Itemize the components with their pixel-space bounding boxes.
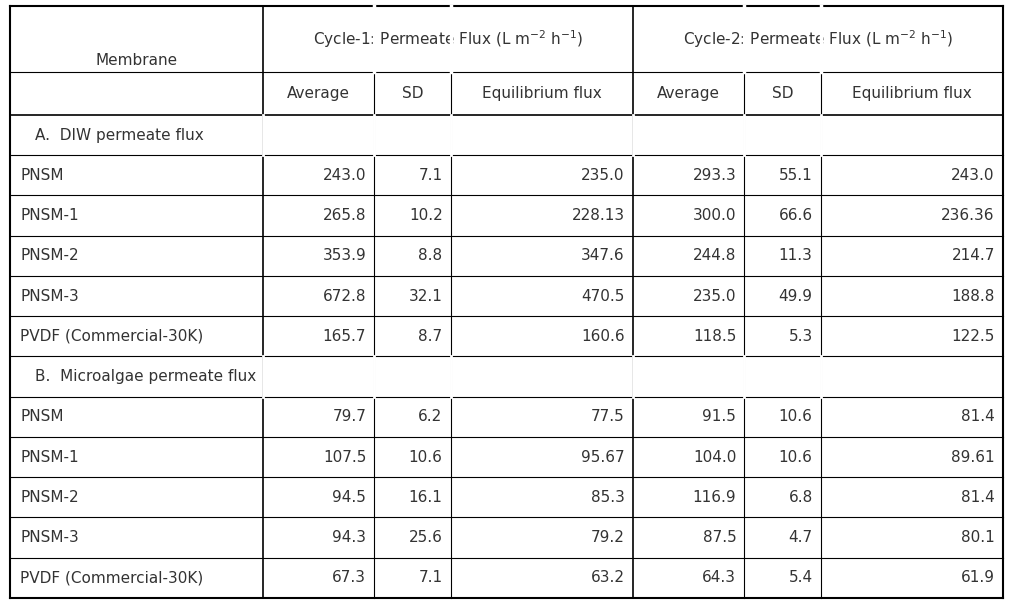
Text: 116.9: 116.9 bbox=[693, 490, 736, 505]
Text: PNSM-2: PNSM-2 bbox=[20, 490, 79, 505]
Text: 16.1: 16.1 bbox=[408, 490, 443, 505]
Text: Cycle-1: Permeate Flux (L m$^{-2}$ h$^{-1}$): Cycle-1: Permeate Flux (L m$^{-2}$ h$^{-… bbox=[313, 28, 582, 50]
Text: 8.7: 8.7 bbox=[418, 329, 443, 344]
Text: Equilibrium flux: Equilibrium flux bbox=[482, 86, 602, 101]
Text: 77.5: 77.5 bbox=[591, 410, 625, 425]
Text: 122.5: 122.5 bbox=[951, 329, 995, 344]
Text: 85.3: 85.3 bbox=[591, 490, 625, 505]
Text: PNSM-3: PNSM-3 bbox=[20, 289, 79, 304]
Text: 81.4: 81.4 bbox=[961, 490, 995, 505]
Text: 4.7: 4.7 bbox=[788, 530, 812, 545]
Text: 160.6: 160.6 bbox=[581, 329, 625, 344]
Text: PNSM-1: PNSM-1 bbox=[20, 208, 79, 223]
Text: 25.6: 25.6 bbox=[408, 530, 443, 545]
Text: 470.5: 470.5 bbox=[581, 289, 625, 304]
Text: 7.1: 7.1 bbox=[418, 168, 443, 183]
Text: 235.0: 235.0 bbox=[581, 168, 625, 183]
Text: 165.7: 165.7 bbox=[323, 329, 367, 344]
Text: 6.8: 6.8 bbox=[788, 490, 812, 505]
Text: 49.9: 49.9 bbox=[779, 289, 812, 304]
Text: 7.1: 7.1 bbox=[418, 570, 443, 585]
Text: 63.2: 63.2 bbox=[591, 570, 625, 585]
Text: 8.8: 8.8 bbox=[418, 248, 443, 263]
Text: 95.67: 95.67 bbox=[581, 449, 625, 464]
Text: 64.3: 64.3 bbox=[702, 570, 736, 585]
Text: PNSM-2: PNSM-2 bbox=[20, 248, 79, 263]
Text: 11.3: 11.3 bbox=[779, 248, 812, 263]
Text: 67.3: 67.3 bbox=[332, 570, 367, 585]
Text: Equilibrium flux: Equilibrium flux bbox=[852, 86, 971, 101]
Text: 80.1: 80.1 bbox=[961, 530, 995, 545]
Text: Cycle-2: Permeate Flux (L m$^{-2}$ h$^{-1}$): Cycle-2: Permeate Flux (L m$^{-2}$ h$^{-… bbox=[683, 28, 953, 50]
Text: 79.2: 79.2 bbox=[591, 530, 625, 545]
Text: PNSM-1: PNSM-1 bbox=[20, 449, 79, 464]
Text: 300.0: 300.0 bbox=[693, 208, 736, 223]
Text: PNSM: PNSM bbox=[20, 168, 64, 183]
Text: 32.1: 32.1 bbox=[408, 289, 443, 304]
Text: 55.1: 55.1 bbox=[779, 168, 812, 183]
Text: 188.8: 188.8 bbox=[951, 289, 995, 304]
Text: 107.5: 107.5 bbox=[323, 449, 367, 464]
Text: 243.0: 243.0 bbox=[951, 168, 995, 183]
Text: 236.36: 236.36 bbox=[941, 208, 995, 223]
Text: 81.4: 81.4 bbox=[961, 410, 995, 425]
Text: 5.3: 5.3 bbox=[788, 329, 812, 344]
Text: PVDF (Commercial-30K): PVDF (Commercial-30K) bbox=[20, 329, 204, 344]
Text: 10.2: 10.2 bbox=[409, 208, 443, 223]
Text: 214.7: 214.7 bbox=[951, 248, 995, 263]
Text: 293.3: 293.3 bbox=[693, 168, 736, 183]
Text: 87.5: 87.5 bbox=[703, 530, 736, 545]
Text: PNSM: PNSM bbox=[20, 410, 64, 425]
Text: 94.3: 94.3 bbox=[332, 530, 367, 545]
Text: PVDF (Commercial-30K): PVDF (Commercial-30K) bbox=[20, 570, 204, 585]
Text: 91.5: 91.5 bbox=[702, 410, 736, 425]
Text: 672.8: 672.8 bbox=[323, 289, 367, 304]
Text: SD: SD bbox=[772, 86, 793, 101]
Text: Membrane: Membrane bbox=[95, 53, 177, 68]
Text: 228.13: 228.13 bbox=[571, 208, 625, 223]
Text: 243.0: 243.0 bbox=[323, 168, 367, 183]
Text: Average: Average bbox=[287, 86, 350, 101]
Text: 235.0: 235.0 bbox=[693, 289, 736, 304]
Text: A.  DIW permeate flux: A. DIW permeate flux bbox=[35, 127, 205, 143]
Text: 347.6: 347.6 bbox=[581, 248, 625, 263]
Text: 89.61: 89.61 bbox=[951, 449, 995, 464]
Text: Average: Average bbox=[657, 86, 720, 101]
Text: 61.9: 61.9 bbox=[960, 570, 995, 585]
Text: 79.7: 79.7 bbox=[332, 410, 367, 425]
Text: 265.8: 265.8 bbox=[323, 208, 367, 223]
Text: 104.0: 104.0 bbox=[693, 449, 736, 464]
Text: 118.5: 118.5 bbox=[693, 329, 736, 344]
Text: 10.6: 10.6 bbox=[779, 410, 812, 425]
Text: SD: SD bbox=[402, 86, 423, 101]
Text: 5.4: 5.4 bbox=[788, 570, 812, 585]
Text: 6.2: 6.2 bbox=[418, 410, 443, 425]
Text: 66.6: 66.6 bbox=[779, 208, 812, 223]
Text: B.  Microalgae permeate flux: B. Microalgae permeate flux bbox=[35, 369, 256, 384]
Text: 10.6: 10.6 bbox=[779, 449, 812, 464]
Text: 353.9: 353.9 bbox=[322, 248, 367, 263]
Text: 244.8: 244.8 bbox=[693, 248, 736, 263]
Text: PNSM-3: PNSM-3 bbox=[20, 530, 79, 545]
Text: 10.6: 10.6 bbox=[408, 449, 443, 464]
Text: 94.5: 94.5 bbox=[332, 490, 367, 505]
